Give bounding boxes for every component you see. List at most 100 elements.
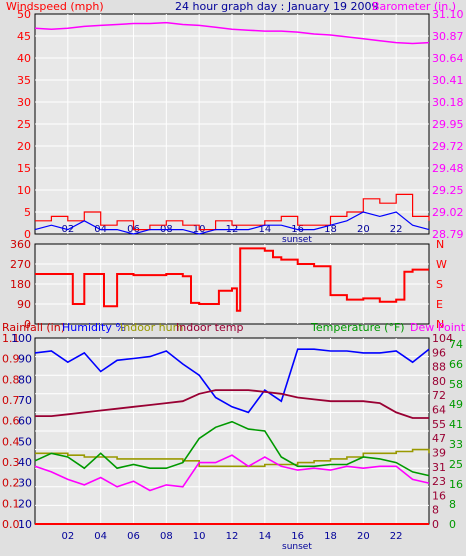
tick-label: 25: [17, 118, 31, 131]
temp-tick-label: 8: [432, 504, 439, 517]
left-axis-label: Windspeed (mph): [6, 0, 104, 13]
rain-tick-label: 1.1: [2, 332, 20, 345]
chart-title: 24 hour graph day : January 19 2009: [175, 0, 379, 13]
humidity-tick-label: 90: [18, 353, 32, 366]
right-tick-labels: 1049688807264554739312316807466584941332…: [432, 332, 463, 531]
x-tick-label: 06: [127, 531, 140, 542]
tick-label: 5: [24, 206, 31, 219]
tick-label: 30.64: [432, 52, 464, 65]
rain-tick-label: 0.2: [2, 477, 20, 490]
temp2-tick-label: 8: [449, 498, 456, 511]
tick-label: 30: [17, 96, 31, 109]
x-tick-label: 02: [61, 531, 74, 542]
temp-tick-label: 88: [432, 361, 446, 374]
humidity-label: Humidity %: [62, 321, 126, 334]
rain-tick-label: 0.4: [2, 435, 20, 448]
x-tick-label: 22: [390, 224, 403, 235]
series-lines: [35, 247, 429, 312]
temp2-tick-label: 66: [449, 358, 463, 371]
indoor-hum-label: Indoor hum: [120, 321, 183, 334]
x-tick-label: 14: [258, 531, 271, 542]
humidity-tick-label: 60: [18, 415, 32, 428]
dew-point-line: [34, 454, 430, 492]
tick-label: 360: [10, 238, 31, 251]
sunset-marker: sunset: [282, 542, 312, 552]
tick-label: 35: [17, 74, 31, 87]
wind-gust-line: [35, 193, 430, 231]
temp-tick-label: 104: [432, 332, 453, 345]
temp-tick-label: 0: [432, 518, 439, 531]
rain-tick-label: 0.1: [2, 497, 20, 510]
temp2-tick-label: 0: [449, 518, 456, 531]
tick-label: 30.87: [432, 30, 464, 43]
tick-label: 30.18: [432, 96, 464, 109]
temp-tick-label: 55: [432, 418, 446, 431]
x-tick-label: 04: [94, 531, 107, 542]
tick-label: 31.10: [432, 8, 464, 21]
tick-label: 45: [17, 30, 31, 43]
rain-tick-label: 0.0: [2, 518, 20, 531]
humidity-tick-label: 10: [18, 518, 32, 531]
tick-label: 40: [17, 52, 31, 65]
series-lines: [34, 21, 430, 235]
wind-direction-line: [35, 247, 429, 312]
humidity-tick-label: 100: [11, 332, 32, 345]
temperature-line: [34, 420, 430, 477]
rain-tick-label: 0.8: [2, 373, 20, 386]
tick-label: 30.41: [432, 74, 464, 87]
x-tick-labels: 02 04 06 08 10 12 14 16 18 20 22: [61, 531, 402, 542]
wind-avg-line: [34, 211, 430, 235]
tick-label: 29.25: [432, 184, 464, 197]
tick-label: E: [436, 298, 443, 311]
temp-tick-label: 47: [432, 432, 446, 445]
tick-label: N: [436, 318, 444, 331]
rain-tick-label: 0.9: [2, 353, 20, 366]
rainfall-label: Rainfall (in): [2, 321, 65, 334]
barometer-line: [34, 21, 430, 45]
x-tick-label: 16: [291, 531, 304, 542]
humidity-tick-label: 20: [18, 497, 32, 510]
indoor-temp-label: Indoor temp: [176, 321, 243, 334]
indoor-hum-line: [35, 448, 430, 468]
temp-tick-label: 31: [432, 461, 446, 474]
grid: [35, 14, 429, 234]
temp-tick-label: 96: [432, 346, 446, 359]
rain-tick-label: 0.3: [2, 456, 20, 469]
dew-point-label: Dew Point: [410, 321, 466, 334]
humidity-tick-label: 50: [18, 435, 32, 448]
sunset-marker: sunset: [282, 235, 312, 245]
humidity-line: [34, 348, 430, 414]
temp-tick-label: 39: [432, 446, 446, 459]
right-tick-labels: 31.10 30.87 30.64 30.41 30.18 29.95 29.72 29.48…: [432, 8, 464, 241]
temp-tick-label: 16: [432, 489, 446, 502]
temp-tick-label: 72: [432, 389, 446, 402]
tick-label: 20: [17, 140, 31, 153]
temp-tick-label: 64: [432, 404, 446, 417]
x-tick-label: 08: [160, 531, 173, 542]
tick-label: 15: [17, 162, 31, 175]
grid: [35, 338, 429, 524]
temp2-tick-label: 74: [449, 338, 463, 351]
tick-label: 180: [10, 278, 31, 291]
x-tick-label: 22: [390, 531, 403, 542]
x-tick-label: 12: [226, 531, 239, 542]
tick-label: 29.95: [432, 118, 464, 131]
humidity-tick-label: 40: [18, 456, 32, 469]
temp-humidity-panel: Rainfall (in) Humidity % Indoor hum Indo…: [2, 321, 466, 552]
temp2-tick-label: 33: [449, 438, 463, 451]
x-tick-label: 14: [258, 224, 271, 235]
x-tick-label: 18: [324, 531, 337, 542]
tick-label: N: [436, 238, 444, 251]
temp2-tick-label: 49: [449, 398, 463, 411]
humidity-tick-label: 80: [18, 373, 32, 386]
x-tick-label: 10: [193, 531, 206, 542]
tick-label: 270: [10, 258, 31, 271]
left-tick-labels: 1.1 0.9 0.8 0.7 0.6 0.4 0.3 0.2 0.1 0.0 100 90 80 70 6…: [2, 332, 32, 531]
tick-label: 29.48: [432, 162, 464, 175]
left-tick-labels: 360 270 180 90 0: [10, 238, 31, 331]
tick-label: S: [436, 278, 443, 291]
tick-label: 28.79: [432, 228, 464, 241]
